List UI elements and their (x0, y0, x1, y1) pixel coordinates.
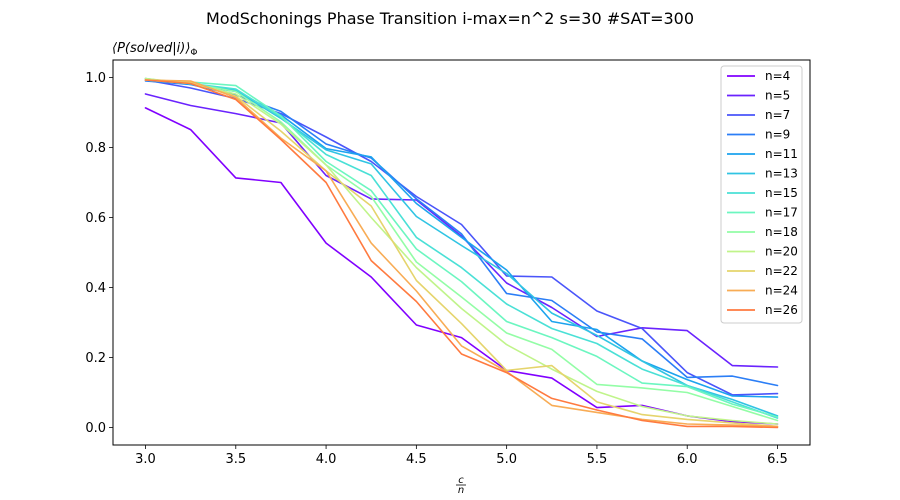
legend-label: n=4 (765, 69, 790, 83)
series-line-n-18 (144, 79, 779, 422)
y-axis-label: ⟨P(solved|i)⟩Φ (112, 41, 198, 58)
x-ticks: 3.0 3.5 4.0 4.5 5.0 5.5 6.0 6.5 (135, 445, 788, 467)
series-line-n-9 (144, 80, 779, 387)
series-line-n-15 (144, 79, 779, 419)
legend-label: n=11 (765, 147, 798, 161)
plot-area: 3.0 3.5 4.0 4.5 5.0 5.5 6.0 6.5 0.0 0.2 0.4 0.6 0.8… (85, 59, 811, 467)
y-tick-label: 0.6 (85, 211, 106, 226)
y-tick-label: 0.2 (85, 351, 106, 366)
series-line-n-4 (144, 107, 779, 425)
legend-label: n=20 (765, 245, 798, 259)
series-line-n-26 (144, 79, 779, 429)
series-line-n-13 (144, 79, 779, 417)
series-line-n-17 (144, 79, 779, 418)
legend-label: n=15 (765, 186, 798, 200)
series-line-n-5 (144, 93, 779, 368)
legend-label: n=18 (765, 225, 798, 239)
legend-label: n=9 (765, 128, 790, 142)
legend-frame (720, 65, 803, 324)
legend: n=4 n=5 n=7 n=9 n=11 n=13 n=15 n=17 n=18 n=20 n=22… (720, 65, 803, 324)
plot-frame (112, 59, 811, 446)
x-axis-label-denominator: n (458, 485, 464, 496)
x-tick-label: 3.0 (135, 452, 156, 467)
x-tick-label: 6.0 (677, 452, 698, 467)
x-tick-label: 4.5 (406, 452, 427, 467)
legend-label: n=26 (765, 303, 798, 317)
legend-label: n=24 (765, 284, 798, 298)
legend-label: n=17 (765, 206, 798, 220)
chart-title: ModSchonings Phase Transition i-max=n^2 … (206, 9, 694, 28)
legend-label: n=5 (765, 89, 790, 103)
x-axis-label: c n (456, 475, 466, 496)
series-line-n-20 (144, 77, 779, 425)
y-axis-label-main: ⟨P(solved|i)⟩ (112, 41, 190, 56)
x-tick-label: 4.0 (316, 452, 337, 467)
x-axis-label-numerator: c (458, 475, 464, 486)
series-line-n-24 (144, 79, 779, 428)
x-tick-label: 3.5 (225, 452, 246, 467)
legend-items: n=4 n=5 n=7 n=9 n=11 n=13 n=15 n=17 n=18 n=20 n=22… (727, 69, 798, 317)
x-tick-label: 5.0 (496, 452, 517, 467)
series-line-n-22 (144, 79, 779, 428)
legend-label: n=22 (765, 264, 798, 278)
legend-label: n=7 (765, 108, 790, 122)
y-ticks: 0.0 0.2 0.4 0.6 0.8 1.0 (85, 71, 113, 436)
series-layer (144, 77, 779, 429)
y-tick-label: 0.8 (85, 141, 106, 156)
y-axis-label-sub: Φ (190, 48, 197, 58)
y-tick-label: 1.0 (85, 71, 106, 86)
x-tick-label: 5.5 (587, 452, 608, 467)
x-tick-label: 6.5 (767, 452, 788, 467)
series-line-n-11 (144, 77, 779, 398)
y-tick-label: 0.0 (85, 421, 106, 436)
legend-label: n=13 (765, 167, 798, 181)
y-tick-label: 0.4 (85, 281, 106, 296)
